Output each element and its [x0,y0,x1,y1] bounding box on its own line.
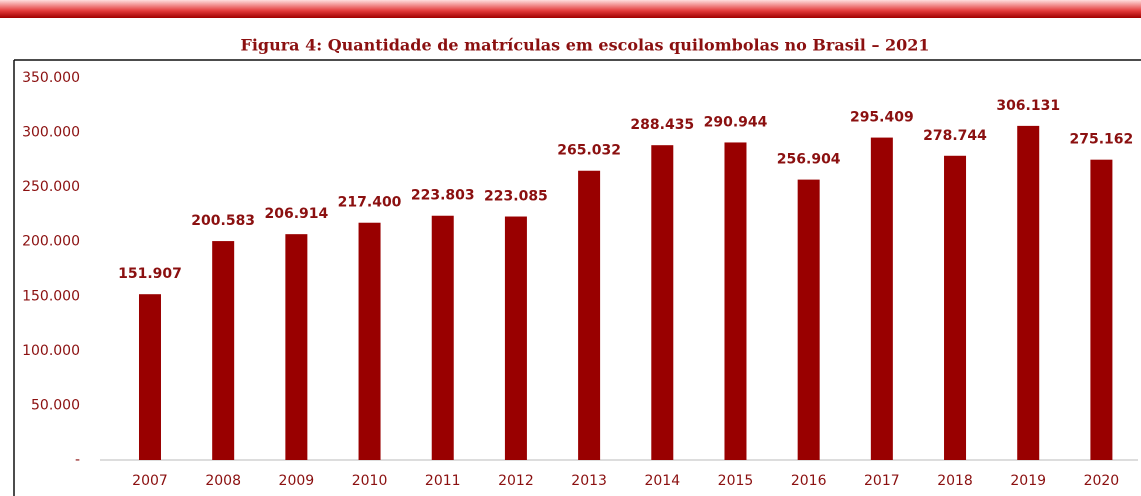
y-tick-label: 300.000 [22,125,80,141]
x-tick-label: 2017 [864,473,900,489]
y-tick-label: 250.000 [22,179,80,195]
y-tick-label: 50.000 [31,397,80,413]
value-label: 223.085 [484,189,548,205]
bar [358,222,381,460]
bar [431,215,454,460]
y-tick-label: 350.000 [22,70,80,86]
chart-title: Figura 4: Quantidade de matrículas em es… [240,36,929,55]
header-band [0,0,1141,18]
value-label: 306.131 [996,98,1060,114]
x-tick-label: 2009 [279,473,315,489]
value-label: 256.904 [777,152,841,168]
bar [504,216,527,460]
x-tick-label: 2013 [571,473,607,489]
x-tick-label: 2012 [498,473,534,489]
y-tick-label: 150.000 [22,288,80,304]
value-label: 206.914 [264,206,328,222]
bar [724,142,747,461]
value-label: 200.583 [191,213,255,229]
y-tick-label: 200.000 [22,234,80,250]
value-label: 290.944 [704,114,768,130]
x-tick-label: 2020 [1084,473,1120,489]
x-tick-label: 2010 [352,473,388,489]
x-tick-label: 2016 [791,473,827,489]
value-label: 217.400 [338,195,402,211]
value-label: 223.803 [411,188,475,204]
bar [1017,125,1040,460]
value-label: 295.409 [850,110,914,126]
x-tick-label: 2014 [644,473,680,489]
x-tick-label: 2008 [205,473,241,489]
value-label: 265.032 [557,143,621,159]
bar [212,241,235,460]
y-tick-label: 100.000 [22,343,80,359]
bar [870,137,893,460]
value-label: 275.162 [1070,132,1134,148]
bar [138,294,161,460]
y-tick-label: - [75,452,80,468]
value-label: 278.744 [923,128,987,144]
value-label: 288.435 [630,117,694,133]
bar [285,234,308,460]
x-tick-label: 2015 [718,473,754,489]
x-tick-label: 2018 [937,473,973,489]
x-tick-label: 2019 [1010,473,1046,489]
x-tick-label: 2011 [425,473,461,489]
bar [578,170,601,460]
bar [944,155,967,461]
bar [797,179,820,460]
value-label: 151.907 [118,266,182,282]
bar [651,145,674,461]
x-tick-label: 2007 [132,473,168,489]
bar [1090,159,1113,460]
